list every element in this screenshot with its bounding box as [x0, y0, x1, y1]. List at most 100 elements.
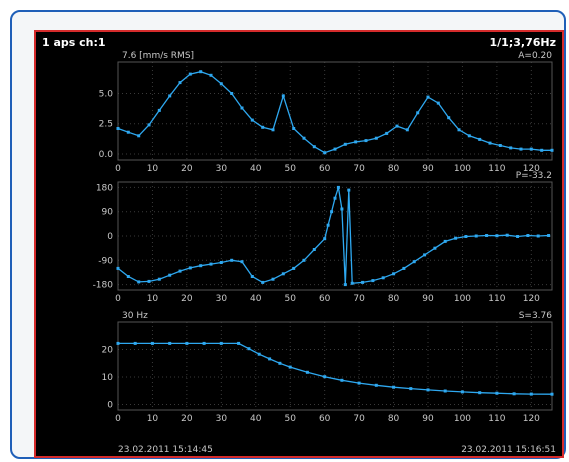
data-point	[302, 258, 306, 262]
data-point	[498, 144, 502, 147]
plot-frame	[117, 61, 553, 161]
x-tick-label: 90	[422, 414, 434, 424]
x-tick-label: 20	[181, 414, 193, 424]
x-tick-label: 30	[216, 294, 228, 304]
data-point	[392, 272, 396, 276]
chart-canvas: 1 aps ch:1 1/1;3,76Hz 0 10 20 30 40 50 60 70 80 9…	[42, 36, 556, 455]
data-point	[261, 280, 265, 284]
amplitude-panel: 0 10 20 30 40 50 60 70 80 90 100 110 120 0.0 2.5 5.0 7.6…	[99, 51, 554, 174]
x-tick-label: 40	[250, 294, 262, 304]
data-point	[168, 273, 172, 277]
data-point	[529, 392, 533, 396]
data-point	[292, 266, 296, 270]
phase-panel: 0 10 20 30 40 50 60 70 80 90 100 110 120 180 90 0 -90 -18…	[93, 171, 553, 304]
corner-label: P=-33.2	[516, 171, 552, 181]
data-point	[495, 391, 499, 395]
data-point	[478, 391, 482, 395]
data-point	[495, 234, 499, 238]
data-point	[426, 95, 430, 99]
data-point	[209, 73, 213, 77]
data-point	[261, 125, 265, 129]
x-tick-label: 100	[454, 294, 471, 304]
x-tick-label: 50	[284, 294, 296, 304]
data-point	[137, 280, 141, 284]
start-timestamp: 23.02.2011 15:14:45	[118, 445, 213, 455]
data-point	[147, 123, 151, 127]
data-point	[385, 131, 389, 135]
data-point	[219, 82, 223, 86]
data-point	[333, 147, 337, 151]
x-tick-label: 110	[488, 294, 505, 304]
data-point	[550, 392, 554, 396]
x-tick-label: 10	[147, 164, 159, 174]
y-tick-label: 90	[102, 208, 114, 218]
data-point	[157, 277, 161, 281]
data-point	[219, 341, 223, 345]
data-point	[374, 383, 378, 387]
data-point	[288, 365, 292, 369]
data-point	[116, 341, 120, 345]
data-point	[357, 381, 361, 385]
data-point	[540, 148, 544, 152]
data-point	[350, 281, 354, 285]
data-point	[188, 72, 192, 76]
data-point	[426, 388, 430, 392]
data-point	[536, 234, 540, 238]
plot-frame	[117, 321, 553, 411]
data-point	[292, 127, 296, 130]
data-point	[347, 188, 351, 192]
data-point	[340, 207, 344, 211]
data-point	[116, 266, 120, 270]
data-point	[305, 370, 309, 374]
data-point	[436, 101, 440, 105]
data-point	[178, 81, 182, 85]
data-point	[454, 236, 458, 240]
data-point	[443, 389, 447, 393]
data-point	[505, 233, 509, 237]
data-point	[478, 137, 482, 141]
data-point	[412, 260, 416, 264]
x-tick-label: 0	[115, 294, 121, 304]
x-tick-label: 110	[488, 164, 505, 174]
data-point	[178, 269, 182, 273]
plot-frame	[117, 181, 553, 291]
x-tick-label: 40	[250, 414, 262, 424]
x-tick-label: 100	[454, 164, 471, 174]
data-point	[240, 106, 244, 110]
x-tick-label: 80	[388, 164, 400, 174]
data-point	[488, 141, 492, 145]
data-point	[343, 142, 347, 146]
data-point	[550, 148, 554, 152]
data-point	[460, 390, 464, 394]
x-tick-label: 110	[488, 414, 505, 424]
data-point	[323, 375, 327, 379]
data-point	[457, 128, 461, 132]
data-point	[354, 140, 358, 144]
data-point	[281, 94, 285, 98]
data-point	[188, 266, 192, 270]
header-frequency-label: 1/1;3,76Hz	[490, 36, 556, 49]
data-point	[336, 185, 340, 189]
data-point	[416, 111, 420, 115]
x-tick-label: 30	[216, 414, 228, 424]
data-point	[323, 237, 327, 241]
data-point	[268, 357, 272, 361]
x-tick-label: 120	[523, 164, 540, 174]
y-tick-label: 0	[107, 232, 113, 242]
corner-label: A=0.20	[518, 51, 552, 61]
x-tick-label: 10	[147, 294, 159, 304]
x-tick-label: 50	[284, 414, 296, 424]
data-point	[402, 266, 406, 270]
data-point	[512, 392, 516, 396]
data-point	[237, 341, 241, 345]
data-point	[371, 279, 375, 283]
x-tick-label: 120	[523, 414, 540, 424]
data-point	[361, 280, 365, 284]
data-point	[395, 124, 399, 128]
x-tick-label: 100	[454, 414, 471, 424]
data-point	[157, 108, 161, 112]
data-point	[433, 246, 437, 250]
y-tick-label: 0.0	[99, 150, 114, 160]
x-tick-label: 60	[319, 414, 331, 424]
x-tick-label: 0	[115, 164, 121, 174]
